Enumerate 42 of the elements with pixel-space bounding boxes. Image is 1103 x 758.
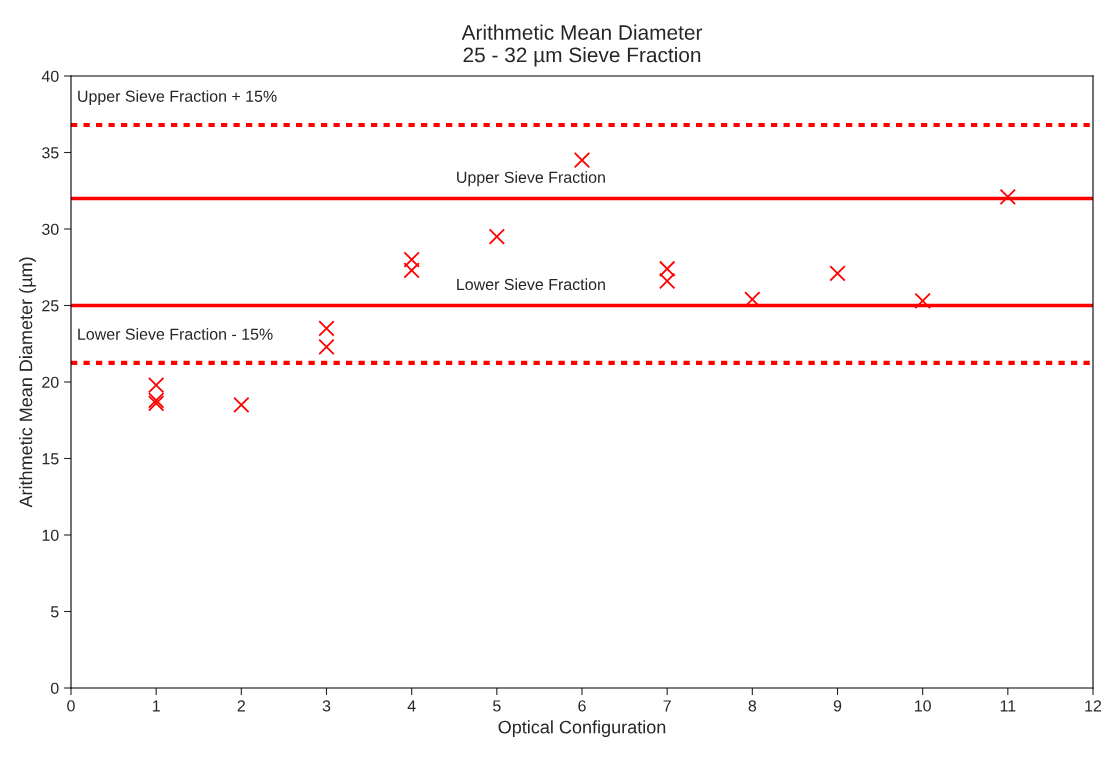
y-axis-title: Arithmetic Mean Diameter (µm)	[19, 257, 36, 508]
ref-line-label: Lower Sieve Fraction	[457, 278, 605, 291]
x-tick-label: 3	[322, 700, 331, 712]
y-tick-label: 25	[42, 300, 59, 312]
ref-line-label: Lower Sieve Fraction - 15%	[78, 328, 273, 340]
x-tick-label: 1	[152, 700, 160, 712]
y-tick-label: 0	[50, 682, 59, 694]
x-tick-label: 12	[1085, 700, 1102, 712]
chart-title: Arithmetic Mean Diameter 25 - 32 µm Sieve Fraction	[461, 24, 703, 67]
point	[403, 262, 420, 279]
y-tick-label: 35	[42, 147, 59, 159]
point	[573, 151, 591, 169]
x-tick-label: 11	[1000, 700, 1016, 712]
x-tick-label: 5	[493, 700, 501, 712]
point	[829, 265, 846, 282]
x-tick-label: 4	[407, 700, 416, 712]
x-tick-label: 0	[67, 700, 75, 712]
x-tick-label: 10	[915, 700, 931, 712]
point	[914, 292, 931, 310]
x-tick-label: 9	[833, 700, 842, 712]
x-axis-title: Optical Configuration	[498, 720, 666, 738]
point	[147, 376, 165, 394]
x-tick-label: 8	[748, 700, 757, 712]
point	[488, 228, 506, 245]
ref-line-label: Upper Sieve Fraction	[457, 171, 605, 187]
ref-line-label: Upper Sieve Fraction + 15%	[78, 90, 277, 106]
y-tick-label: 30	[42, 223, 59, 235]
point	[233, 396, 250, 414]
y-tick-label: 40	[41, 70, 59, 82]
point	[658, 260, 676, 277]
y-tick-label: 5	[50, 606, 59, 618]
y-tick-label: 10	[42, 529, 59, 541]
point	[999, 188, 1017, 206]
y-tick-label: 15	[42, 453, 59, 465]
point	[403, 251, 420, 268]
point	[658, 272, 676, 290]
x-tick-label: 6	[578, 700, 586, 712]
point	[318, 320, 335, 337]
point	[318, 338, 335, 355]
y-tick-label: 20	[42, 376, 59, 388]
x-tick-label: 7	[663, 700, 671, 712]
x-tick-label: 2	[237, 700, 245, 712]
